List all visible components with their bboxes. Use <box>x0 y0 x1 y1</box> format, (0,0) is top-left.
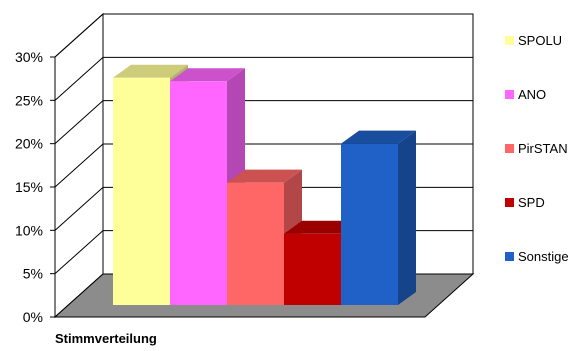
y-tick-label: 25% <box>15 92 43 108</box>
y-tick-label: 15% <box>15 179 43 195</box>
bar-sonstige <box>341 130 416 305</box>
gridline <box>54 56 473 101</box>
bar-top <box>170 68 245 82</box>
bar-front <box>113 77 170 305</box>
legend-label: ANO <box>518 87 546 102</box>
gridline <box>54 100 473 145</box>
bar-front <box>284 233 341 305</box>
legend-label: SPD <box>518 195 545 210</box>
legend-label: SPOLU <box>518 33 562 48</box>
y-tick-label: 0% <box>23 309 43 325</box>
bar-top <box>113 64 188 78</box>
bar-top <box>284 220 359 234</box>
legend-swatch <box>505 90 514 99</box>
bar-top <box>227 169 302 183</box>
bar-side <box>398 130 416 305</box>
bar-front <box>227 182 284 305</box>
bar-spd <box>284 220 359 305</box>
y-tick-label: 20% <box>15 136 43 152</box>
bar-front <box>341 143 398 305</box>
bar-top <box>341 130 416 144</box>
gridline <box>54 13 473 58</box>
y-tick-label: 10% <box>15 222 43 238</box>
bar-front <box>170 81 227 306</box>
legend-swatch <box>505 198 514 207</box>
legend-swatch <box>505 144 514 153</box>
legend-label: PirSTAN <box>518 141 568 156</box>
legend-swatch <box>505 252 514 261</box>
legend-swatch <box>505 36 514 45</box>
y-tick-label: 30% <box>15 49 43 65</box>
y-tick-label: 5% <box>23 266 43 282</box>
category-label: Stimmverteilung <box>55 331 157 346</box>
legend-label: Sonstige <box>518 249 569 264</box>
